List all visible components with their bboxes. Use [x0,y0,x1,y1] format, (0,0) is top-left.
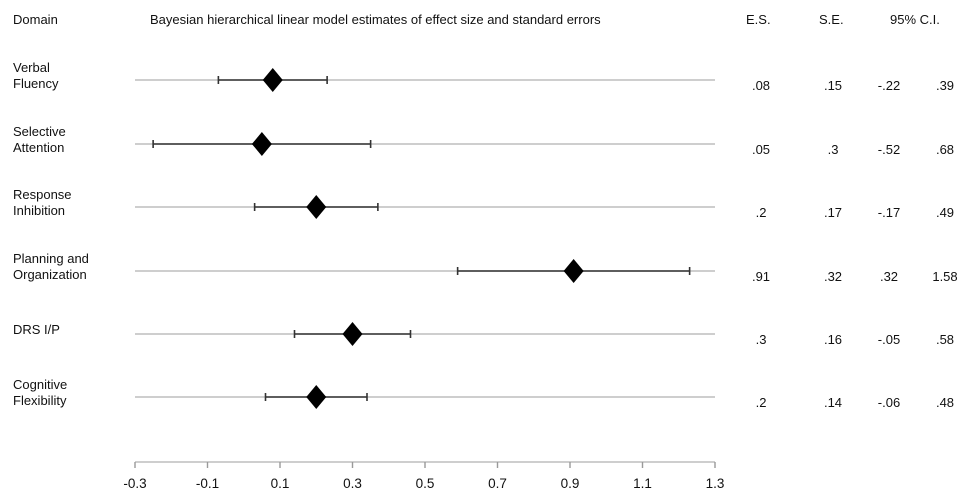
se-value: .3 [827,142,839,157]
domain-label-line: Fluency [13,76,59,91]
estimate-diamond [342,322,363,346]
ci-upper-value: .58 [935,332,955,347]
se-value: .14 [823,395,843,410]
domain-label-line: DRS I/P [13,322,60,337]
ci-upper-value: 1.58 [932,269,958,284]
ci-lower-value: -.52 [877,142,901,157]
ci-lower-value: -.22 [877,78,901,93]
x-tick-label: -0.1 [196,476,219,491]
estimate-markers [251,68,584,409]
es-value: .05 [751,142,771,157]
x-tick-label: 1.3 [706,476,725,491]
se-value: .15 [823,78,843,93]
domain-label: Planning and Organization [13,251,143,283]
ci-lower-value: -.05 [877,332,901,347]
es-value: .2 [755,395,767,410]
x-tick-label: 0.9 [561,476,580,491]
estimate-diamond [563,259,584,283]
estimate-diamond [262,68,283,92]
domain-label-line: Cognitive [13,377,68,392]
domain-label: Verbal Fluency [13,60,143,92]
ci-header: 95% C.I. [890,12,940,27]
chart-title: Bayesian hierarchical linear model estim… [150,12,601,27]
ci-upper-value: .68 [935,142,955,157]
ci-lower-value: -.06 [877,395,901,410]
x-tick-label: 0.1 [271,476,290,491]
domain-label-line: Inhibition [13,203,66,218]
ci-upper-value: .49 [935,205,955,220]
domain-label: Cognitive Flexibility [13,377,143,409]
es-value: .2 [755,205,767,220]
x-tick-label: 0.7 [488,476,507,491]
se-value: .16 [823,332,843,347]
domain-label-line: Response [13,187,72,202]
domain-label: Response Inhibition [13,187,143,219]
x-axis: -0.3 -0.1 0.1 0.3 0.5 0.7 0.9 1.1 1.3 [123,461,725,491]
estimate-diamond [306,195,327,219]
x-tick-label: 0.5 [416,476,435,491]
domain-label-line: Attention [13,140,65,155]
es-value: .91 [751,269,771,284]
domain-label-line: Selective [13,124,66,139]
es-value: .08 [751,78,771,93]
ci-lower-value: .32 [879,269,899,284]
ci-upper-value: .48 [935,395,955,410]
x-tick-label: 0.3 [343,476,362,491]
confidence-intervals [152,76,691,401]
domain-label-line: Organization [13,267,87,282]
se-value: .32 [823,269,843,284]
x-tick-label: 1.1 [633,476,652,491]
domain-label: DRS I/P [13,322,143,338]
es-value: .3 [755,332,767,347]
x-tick-label: -0.3 [123,476,146,491]
domain-label-line: Planning and [13,251,89,266]
se-header: S.E. [819,12,844,27]
estimate-diamond [251,132,272,156]
se-value: .17 [823,205,843,220]
domain-label-line: Verbal [13,60,50,75]
ci-upper-value: .39 [935,78,955,93]
domain-label-line: Flexibility [13,393,67,408]
domain-header: Domain [13,12,58,27]
es-header: E.S. [746,12,771,27]
domain-label: Selective Attention [13,124,143,156]
row-gridlines [135,79,715,398]
estimate-diamond [306,385,327,409]
ci-lower-value: -.17 [877,205,901,220]
